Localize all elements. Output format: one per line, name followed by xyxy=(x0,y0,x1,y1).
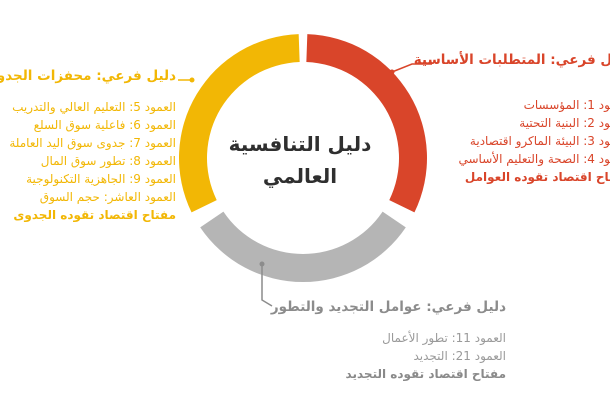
basic-key-label: مفتاح اقتصاد تقوده العوامل xyxy=(464,170,610,184)
pillar-item: العمود 9: الجاهزية التكنولوجية xyxy=(26,172,176,186)
pillar-item: العمود 1: المؤسسات xyxy=(523,98,610,112)
innovation-connector-line xyxy=(261,264,273,307)
basic-requirements-block: دليل فرعي: المتطلبات الأساسية العمود 1: … xyxy=(414,52,610,186)
pillar-item: العمود العاشر: حجم السوق xyxy=(39,190,176,204)
basic-connector-dot xyxy=(389,69,395,75)
innovation-segment xyxy=(200,211,406,283)
innovation-factors-heading: دليل فرعي: عوامل التجديد والتطور xyxy=(270,299,506,315)
innovation-key-label: مفتاح اقتصاد تقوده التجديد xyxy=(345,367,506,381)
pillar-item: العمود 8: تطور سوق المال xyxy=(40,154,176,168)
pillar-item: العمود 11: تطور الأعمال xyxy=(382,331,506,345)
efficiency-segment xyxy=(179,34,300,213)
innovation-factors-block: دليل فرعي: عوامل التجديد والتطور العمود … xyxy=(271,299,506,383)
basic-connector-line xyxy=(391,63,432,73)
center-title-line-1: دليل التنافسية xyxy=(228,132,372,156)
pillar-item: العمود 4: الصحة والتعليم الأساسي xyxy=(458,152,610,166)
pillar-item: العمود 2: البنية التحتية xyxy=(519,116,610,130)
center-title: دليل التنافسية العالمي xyxy=(200,128,400,192)
efficiency-enhancers-block: دليل فرعي: محفزات الجدوى العمود 5: التعل… xyxy=(0,68,176,224)
innovation-connector-dot xyxy=(259,261,265,267)
efficiency-connector-dot xyxy=(189,77,195,83)
center-title-line-2: العالمي xyxy=(262,164,338,188)
pillar-item: العمود 6: فاعلية سوق السلع xyxy=(33,118,176,132)
pillar-item: العمود 5: التعليم العالي والتدريب xyxy=(12,100,176,114)
efficiency-key-label: مفتاح اقتصاد تقوده الجدوى xyxy=(13,208,176,222)
pillar-item: العمود 7: جدوى سوق اليد العاملة xyxy=(9,136,176,150)
efficiency-enhancers-heading: دليل فرعي: محفزات الجدوى xyxy=(0,68,176,84)
pillar-item: العمود 21: التجديد xyxy=(413,349,506,363)
pillar-item: العمود 3: البيئة الماكرو اقتصادية xyxy=(469,134,610,148)
basic-requirements-heading: دليل فرعي: المتطلبات الأساسية xyxy=(413,52,610,68)
basic-requirements-segment xyxy=(306,34,427,213)
